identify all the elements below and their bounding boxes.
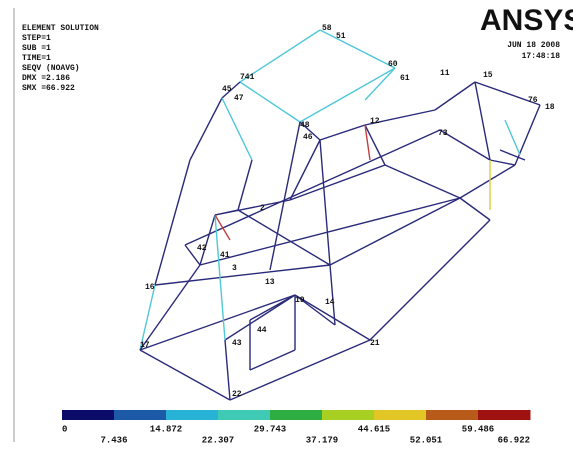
node-label: 60: [388, 60, 398, 69]
node-label: 19: [295, 296, 305, 305]
node-label: 3: [232, 264, 237, 273]
legend-label: 52.051: [410, 435, 443, 445]
node-label: 43: [232, 339, 242, 348]
header-line: SEQV (NOAVG): [22, 64, 80, 73]
legend-swatch: [114, 410, 167, 420]
legend-swatch: [478, 410, 531, 420]
node-label: 48: [300, 121, 310, 130]
node-label: 18: [545, 103, 555, 112]
node-label: 21: [370, 339, 380, 348]
node-label: 44: [257, 326, 267, 335]
node-label: 51: [336, 32, 346, 41]
node-label: 14: [325, 298, 335, 307]
background: [0, 0, 573, 450]
header-line: SMX =66.922: [22, 84, 75, 93]
legend-swatch: [426, 410, 479, 420]
legend-label: 29.743: [254, 424, 286, 434]
header-line: DMX =2.186: [22, 74, 70, 83]
node-label: 15: [483, 71, 493, 80]
legend-swatch: [374, 410, 427, 420]
legend-label: 22.307: [202, 435, 234, 445]
header-line: ELEMENT SOLUTION: [22, 24, 99, 33]
legend-swatch: [166, 410, 219, 420]
node-label: 47: [234, 94, 244, 103]
legend-label: 37.179: [306, 435, 338, 445]
node-label: 42: [197, 244, 207, 253]
node-label: 12: [370, 117, 380, 126]
node-label: 76: [528, 96, 538, 105]
date: JUN 18 2008: [507, 41, 560, 50]
node-label: 741: [240, 73, 255, 82]
node-label: 58: [322, 24, 332, 33]
node-label: 45: [222, 85, 232, 94]
node-label: 41: [220, 251, 230, 260]
header-line: TIME=1: [22, 54, 51, 63]
node-label: 16: [145, 283, 155, 292]
node-label: 2: [260, 204, 265, 213]
legend-label: 0: [62, 424, 67, 434]
legend-swatch: [218, 410, 271, 420]
node-label: 17: [140, 341, 150, 350]
node-label: 11: [440, 69, 450, 78]
legend-swatch: [62, 410, 115, 420]
legend-label: 14.872: [150, 424, 182, 434]
legend-label: 66.922: [498, 435, 530, 445]
legend-label: 44.615: [358, 424, 390, 434]
legend-label: 59.486: [462, 424, 494, 434]
header-line: STEP=1: [22, 34, 51, 43]
node-label: 61: [400, 74, 410, 83]
header-line: SUB =1: [22, 44, 51, 53]
node-label: 46: [303, 133, 313, 142]
logo: ANSYS: [480, 4, 573, 37]
screen: ANSYS JUN 18 2008 17:48:18 58 51 6061 11 15 7…: [0, 0, 573, 450]
node-label: 22: [232, 390, 242, 399]
time: 17:48:18: [522, 52, 561, 61]
legend-swatch: [322, 410, 375, 420]
legend-label: 7.436: [100, 435, 127, 445]
node-label: 13: [265, 278, 275, 287]
legend-swatch: [270, 410, 323, 420]
node-label: 73: [438, 129, 448, 138]
